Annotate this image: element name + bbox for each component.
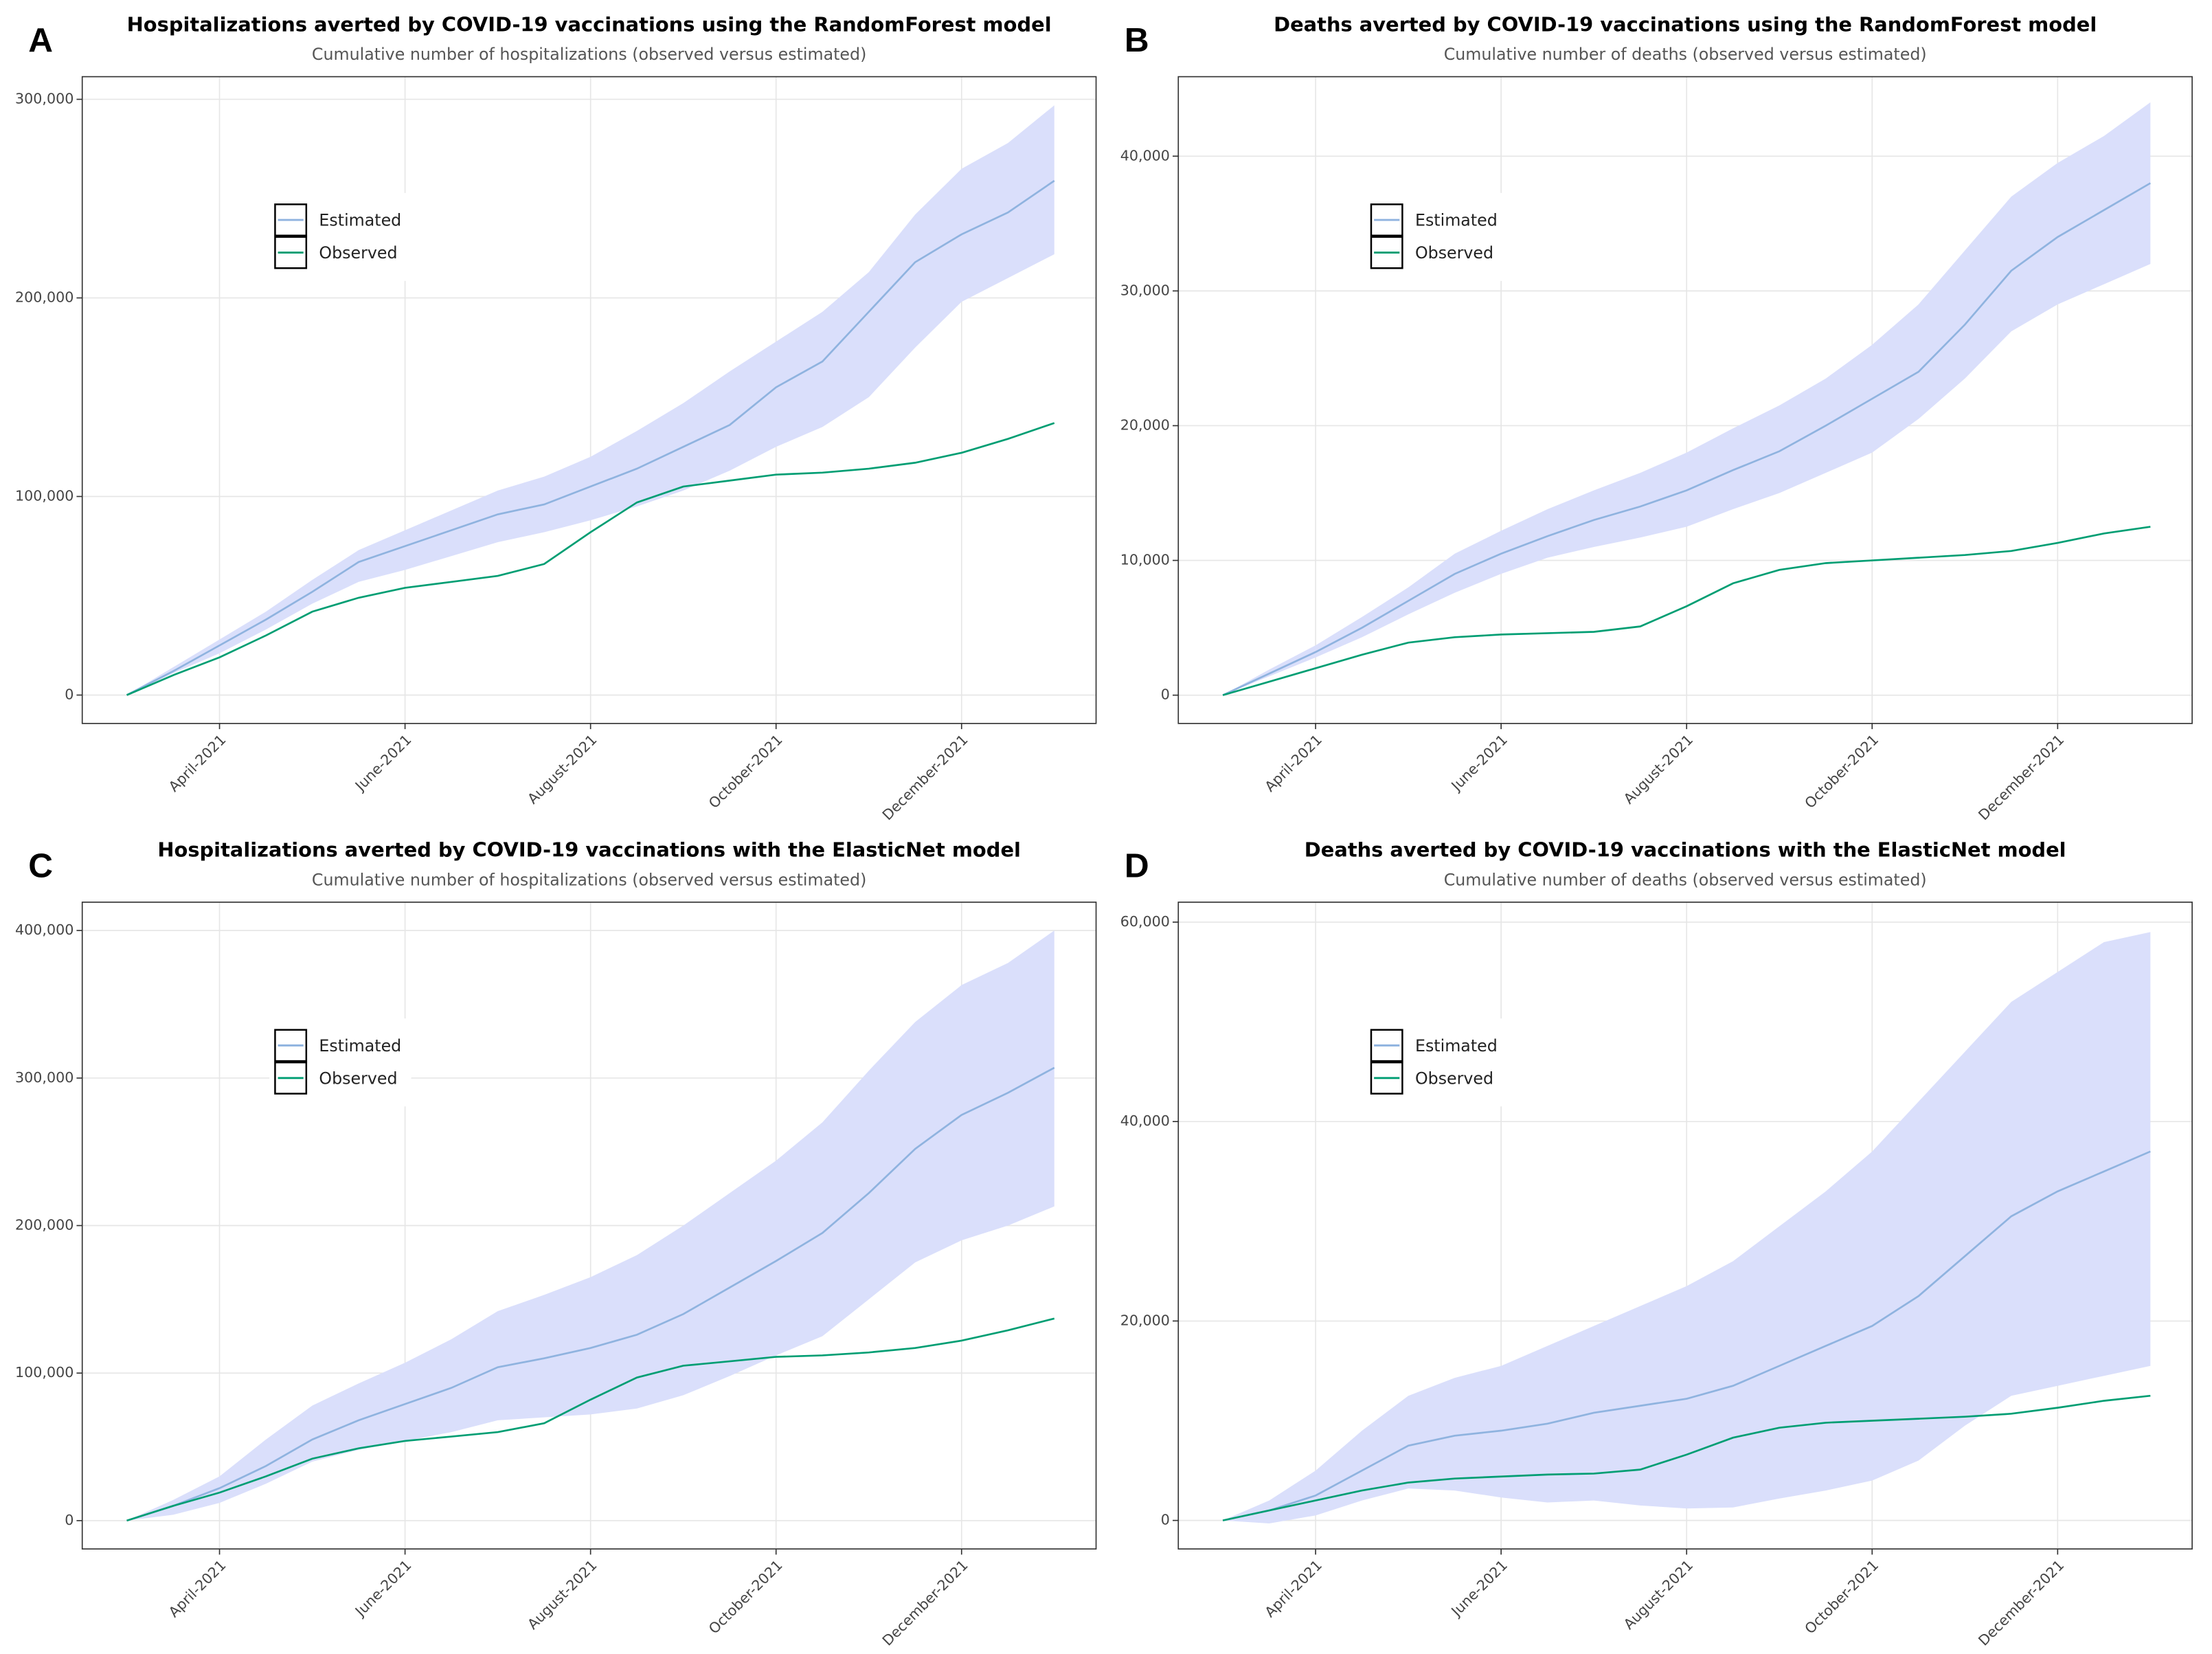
y-tick-label: 400,000 [15,921,74,938]
plot-frame [1177,902,2193,1550]
y-tick-label: 300,000 [15,91,74,107]
plot-frame [81,902,1097,1550]
chart-subtitle: Cumulative number of hospitalizations (o… [312,870,866,889]
y-tick-label: 0 [1161,1512,1170,1528]
series-line [1222,1394,2151,1521]
series-line [126,1066,1055,1522]
series-line [1222,182,2152,696]
series-line [1222,526,2151,696]
confidence-band [1223,932,2151,1523]
series-line [126,1317,1055,1522]
chart-title: Deaths averted by COVID-19 vaccinations … [1305,838,2066,862]
legend-label: Estimated [319,211,401,230]
plot-frame [1177,76,2193,724]
legend-label: Observed [1415,243,1493,262]
y-tick-label: 100,000 [15,488,74,504]
series-line [126,422,1055,696]
y-tick-label: 0 [65,686,74,702]
y-tick-label: 300,000 [15,1069,74,1086]
panel-label: A [28,21,53,59]
panel-label: D [1125,847,1149,884]
chart-title: Hospitalizations averted by COVID-19 vac… [127,12,1052,36]
y-tick-label: 10,000 [1120,552,1170,568]
y-tick-label: 200,000 [15,1217,74,1233]
y-tick-label: 20,000 [1120,416,1170,433]
panel-label: C [28,847,53,884]
legend-label: Observed [319,1069,397,1088]
y-tick-label: 40,000 [1120,1113,1170,1129]
legend-label: Observed [319,243,397,262]
chart-title: Hospitalizations averted by COVID-19 vac… [157,838,1021,862]
chart-title: Deaths averted by COVID-19 vaccinations … [1274,12,2097,36]
plot-frame [81,76,1097,724]
panel-label: B [1125,21,1149,59]
chart-subtitle: Cumulative number of deaths (observed ve… [1444,45,1927,64]
y-tick-label: 20,000 [1120,1312,1170,1328]
legend-label: Estimated [319,1036,401,1055]
y-tick-label: 0 [65,1512,74,1528]
series-line [1222,1150,2151,1521]
chart-subtitle: Cumulative number of deaths (observed ve… [1444,870,1927,889]
legend-label: Observed [1415,1069,1493,1088]
y-tick-label: 60,000 [1120,913,1170,930]
legend-label: Estimated [1415,211,1498,230]
y-tick-label: 40,000 [1120,147,1170,164]
legend-label: Estimated [1415,1036,1498,1055]
y-tick-label: 200,000 [15,289,74,306]
y-tick-label: 100,000 [15,1364,74,1381]
y-tick-label: 30,000 [1120,282,1170,298]
chart-subtitle: Cumulative number of hospitalizations (o… [312,45,866,64]
confidence-band [126,930,1054,1521]
y-tick-label: 0 [1161,686,1170,703]
series-line [126,179,1055,696]
